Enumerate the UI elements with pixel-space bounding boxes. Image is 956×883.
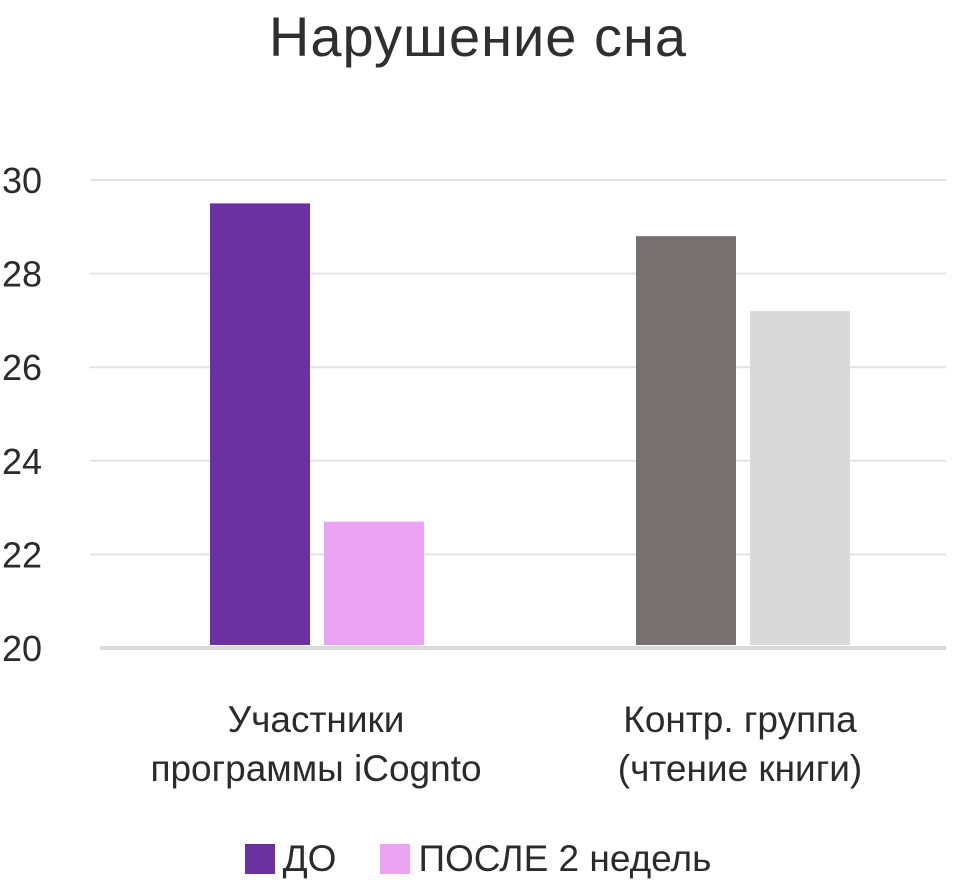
legend-swatch-before (244, 844, 275, 874)
chart-title: Нарушение сна (268, 5, 688, 68)
y-tick-label: 20 (2, 628, 42, 669)
y-tick-label: 24 (2, 441, 42, 482)
y-tick-label: 28 (2, 254, 42, 295)
legend: ДО ПОСЛЕ 2 недель (0, 838, 956, 880)
y-tick-label: 26 (2, 347, 42, 388)
category-label: Участники (228, 699, 405, 740)
bar (750, 311, 850, 645)
legend-label-after: ПОСЛЕ 2 недель (418, 838, 712, 879)
category-label: (чтение книги) (618, 748, 862, 789)
bar (210, 203, 310, 645)
legend-label-before: ДО (282, 838, 337, 879)
category-label: Контр. группа (623, 699, 857, 740)
legend-item-after: ПОСЛЕ 2 недель (380, 838, 711, 880)
y-tick-label: 30 (2, 160, 42, 201)
legend-item-before: ДО (244, 838, 337, 880)
bar (636, 236, 736, 645)
y-tick-label: 22 (2, 534, 42, 575)
legend-swatch-after (380, 844, 411, 874)
bar (324, 521, 424, 645)
category-label: программы iCognto (150, 748, 481, 789)
